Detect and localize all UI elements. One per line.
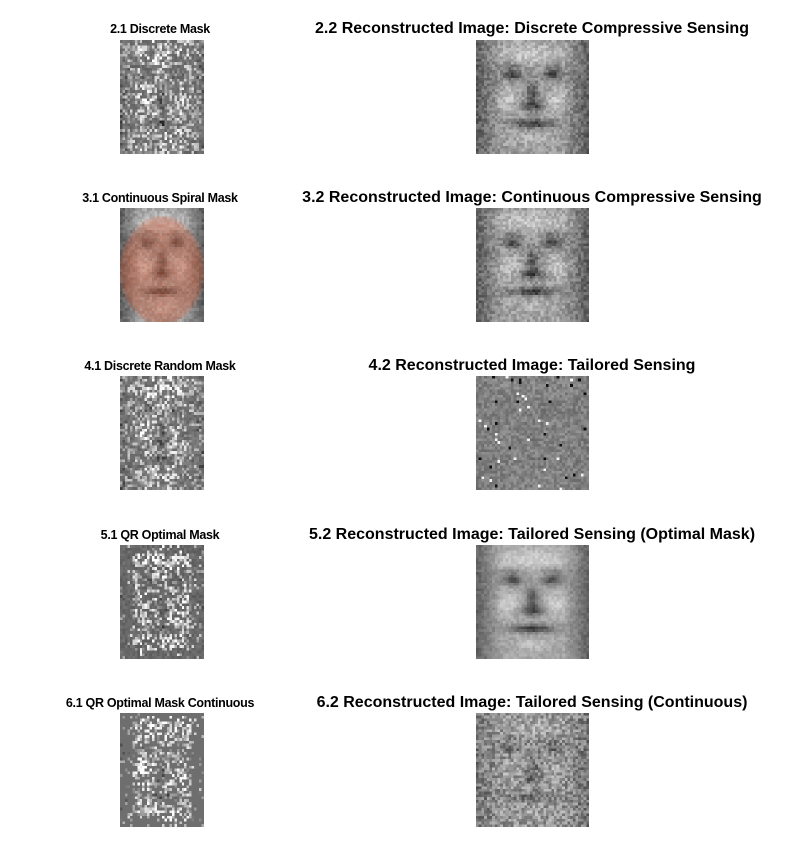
- recon-title-6: 6.2 Reconstructed Image: Tailored Sensin…: [316, 694, 748, 711]
- recon-image-4: [476, 376, 589, 490]
- mask-image-2: [120, 40, 204, 154]
- mask-title-4: 4.1 Discrete Random Mask: [84, 359, 236, 373]
- recon-image-2: [476, 40, 589, 154]
- recon-image-3: [476, 208, 589, 322]
- recon-title-4: 4.2 Reconstructed Image: Tailored Sensin…: [368, 357, 696, 374]
- mask-title-5: 5.1 QR Optimal Mask: [100, 528, 220, 542]
- mask-image-6: [120, 713, 204, 827]
- mask-title-6: 6.1 QR Optimal Mask Continuous: [65, 696, 255, 710]
- recon-title-5: 5.2 Reconstructed Image: Tailored Sensin…: [308, 526, 756, 543]
- recon-title-2: 2.2 Reconstructed Image: Discrete Compre…: [315, 20, 749, 37]
- recon-title-3: 3.2 Reconstructed Image: Continuous Comp…: [302, 189, 762, 206]
- recon-image-5: [476, 545, 589, 659]
- mask-image-3: [120, 208, 204, 322]
- mask-title-3: 3.1 Continuous Spiral Mask: [82, 191, 238, 205]
- mask-image-5: [120, 545, 204, 659]
- mask-image-4: [120, 376, 204, 490]
- recon-image-6: [476, 713, 589, 827]
- mask-title-2: 2.1 Discrete Mask: [110, 22, 210, 36]
